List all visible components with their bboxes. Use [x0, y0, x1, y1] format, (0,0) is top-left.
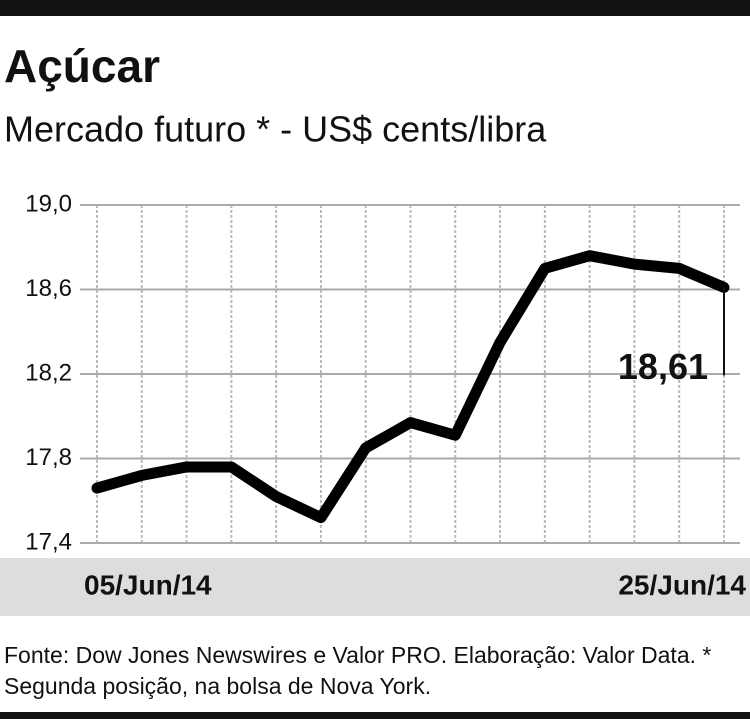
x-axis-band [0, 558, 750, 616]
chart-title: Açúcar [4, 40, 160, 92]
y-tick-label: 18,6 [25, 275, 72, 302]
line [91, 250, 730, 524]
data-label: 18,61 [618, 346, 708, 387]
y-tick-label: 18,2 [25, 359, 72, 386]
x-tick-label: 25/Jun/14 [618, 569, 746, 600]
y-tick-label: 17,8 [25, 444, 72, 471]
y-tick-label: 19,0 [25, 190, 72, 217]
bottom-bar [0, 712, 750, 719]
top-bar [0, 0, 750, 16]
chart-subtitle: Mercado futuro * - US$ cents/libra [4, 109, 547, 150]
source-note: Fonte: Dow Jones Newswires e Valor PRO. … [4, 642, 712, 699]
x-tick-label: 05/Jun/14 [84, 569, 212, 600]
y-tick-label: 17,4 [25, 528, 72, 555]
